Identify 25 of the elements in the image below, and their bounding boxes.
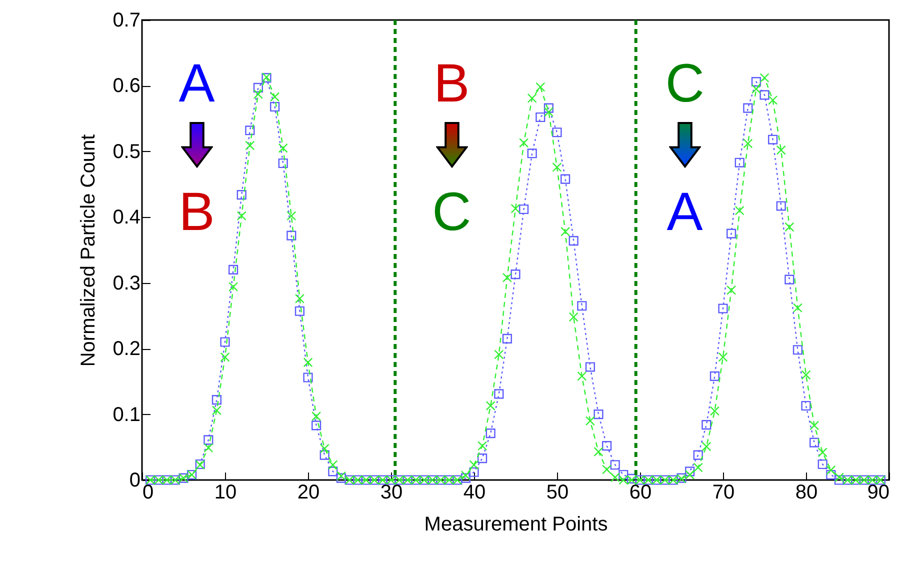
annotation: A xyxy=(178,54,215,114)
x-tick-label: 20 xyxy=(297,482,320,504)
y-tick-label: 0.5 xyxy=(112,140,140,163)
annotation: C xyxy=(665,54,704,114)
x-tick-label: 90 xyxy=(867,482,890,504)
annotation: C xyxy=(432,182,472,242)
annotation: B xyxy=(434,54,470,114)
y-tick-label: 0.2 xyxy=(112,338,140,360)
x-tick-label: 60 xyxy=(629,482,652,504)
y-tick-label: 0.4 xyxy=(112,206,140,229)
y-tick-label: 0.1 xyxy=(112,404,140,426)
x-tick-label: 10 xyxy=(214,482,237,504)
y-axis-title: Normalized Particle Count xyxy=(78,134,100,367)
y-tick-label: 0.3 xyxy=(112,272,140,294)
x-tick-label: 30 xyxy=(380,482,403,504)
x-tick-label: 40 xyxy=(463,482,486,504)
x-tick-label: 0 xyxy=(142,482,154,504)
annotation: A xyxy=(666,182,703,242)
x-tick-label: 80 xyxy=(795,482,818,504)
x-axis-title: Measurement Points xyxy=(424,514,608,536)
x-tick-label: 50 xyxy=(546,482,569,504)
y-tick-label: 0.6 xyxy=(112,75,140,98)
y-tick-label: 0.7 xyxy=(112,10,140,32)
x-tick-label: 70 xyxy=(712,482,735,504)
annotation: B xyxy=(178,182,215,242)
